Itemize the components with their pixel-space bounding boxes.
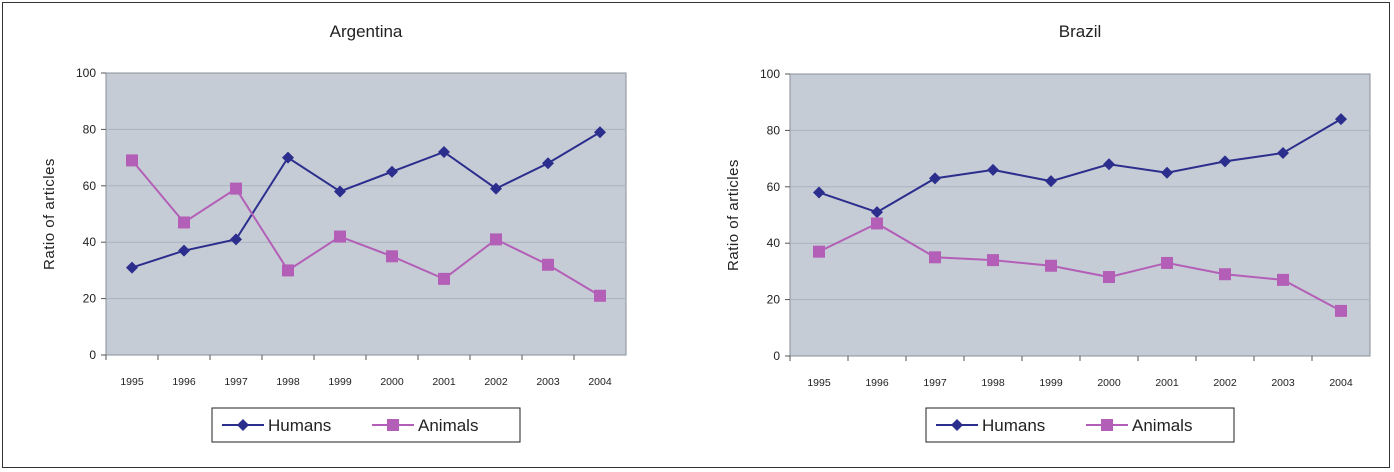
x-tick-label: 1998 (276, 376, 300, 388)
data-point-animals (871, 217, 883, 230)
x-tick-label: 2000 (380, 376, 404, 388)
data-point-animals (334, 230, 346, 243)
chart-brazil: Brazil 0 20 40 60 80 100 Ratio of articles 1995 1… (725, 22, 1371, 443)
data-point-humans (386, 165, 398, 178)
data-point-animals (813, 245, 825, 258)
y-tick-label: 0 (773, 349, 780, 363)
data-point-animals (594, 289, 606, 302)
data-point-animals (490, 233, 502, 246)
x-tick-label: 1998 (981, 377, 1005, 389)
legend-marker-humans (237, 419, 249, 431)
data-point-humans (438, 145, 450, 158)
data-point-humans (1335, 113, 1347, 126)
legend-label-animals: Animals (1132, 416, 1192, 435)
data-point-animals (126, 154, 138, 167)
data-point-humans (813, 186, 825, 199)
x-tick-label: 2003 (536, 376, 560, 388)
data-point-animals (438, 272, 450, 285)
chart-title: Argentina (330, 22, 403, 41)
x-tick-label: 1996 (865, 377, 889, 389)
y-tick-label: 20 (83, 292, 97, 306)
y-tick-label: 40 (767, 236, 781, 250)
data-point-humans (594, 126, 606, 139)
data-point-animals (1045, 259, 1057, 272)
data-point-animals (1103, 271, 1115, 284)
data-point-animals (386, 250, 398, 263)
data-point-animals (987, 254, 999, 267)
data-point-humans (1161, 166, 1173, 179)
data-point-animals (929, 251, 941, 264)
x-tick-label: 1997 (923, 377, 947, 389)
x-tick-label: 2002 (484, 376, 508, 388)
data-point-humans (282, 151, 294, 164)
y-tick-label: 100 (76, 66, 96, 80)
x-tick-label: 1995 (807, 377, 831, 389)
data-point-humans (987, 163, 999, 176)
y-tick-label: 20 (767, 293, 781, 307)
legend-label-humans: Humans (982, 416, 1045, 435)
data-point-animals (1277, 273, 1289, 286)
data-point-humans (178, 244, 190, 257)
data-point-humans (490, 182, 502, 195)
data-point-animals (282, 264, 294, 277)
legend-marker-humans (951, 419, 963, 431)
y-tick-label: 40 (83, 235, 97, 249)
x-tick-label: 2003 (1271, 377, 1295, 389)
x-tick-label: 1995 (120, 376, 144, 388)
series-line-animals (131, 159, 601, 297)
data-point-animals (1219, 268, 1231, 281)
x-tick-label: 2002 (1213, 377, 1237, 389)
legend-marker-animals (1101, 419, 1113, 431)
legend-marker-animals (387, 419, 399, 431)
y-tick-label: 60 (83, 179, 97, 193)
series-line-humans (131, 131, 601, 269)
plot-area (789, 73, 1371, 357)
data-point-animals (230, 182, 242, 195)
x-tick-label: 1997 (224, 376, 248, 388)
x-tick-label: 2001 (432, 376, 456, 388)
x-tick-label: 1996 (172, 376, 196, 388)
y-tick-label: 0 (89, 348, 96, 362)
series-line-animals (818, 222, 1342, 312)
data-point-animals (178, 216, 190, 229)
y-axis-label: Ratio of articles (41, 158, 58, 270)
series-line-humans (818, 118, 1342, 214)
x-tick-label: 2004 (1329, 377, 1353, 389)
x-tick-label: 2001 (1155, 377, 1179, 389)
data-point-humans (1219, 155, 1231, 168)
data-point-humans (1103, 158, 1115, 171)
data-point-humans (1277, 146, 1289, 159)
y-tick-label: 80 (767, 123, 781, 137)
data-point-animals (542, 258, 554, 271)
data-point-humans (929, 172, 941, 185)
data-point-humans (871, 206, 883, 219)
chart-title: Brazil (1059, 22, 1102, 41)
y-tick-label: 100 (760, 67, 780, 81)
data-point-humans (230, 233, 242, 246)
x-tick-label: 2004 (588, 376, 612, 388)
legend-label-humans: Humans (268, 416, 331, 435)
chart-argentina: Argentina 0 20 40 60 80 100 Ratio of articles 19… (41, 22, 627, 443)
y-axis-label: Ratio of articles (725, 159, 742, 271)
data-point-humans (542, 157, 554, 170)
y-tick-label: 80 (83, 122, 97, 136)
data-point-animals (1335, 304, 1347, 317)
data-point-animals (1161, 256, 1173, 269)
data-point-humans (126, 261, 138, 274)
plot-area (105, 72, 627, 356)
y-tick-label: 60 (767, 180, 781, 194)
x-tick-label: 1999 (328, 376, 352, 388)
x-tick-label: 2000 (1097, 377, 1121, 389)
legend-label-animals: Animals (418, 416, 478, 435)
data-point-humans (1045, 175, 1057, 188)
data-point-humans (334, 185, 346, 198)
x-tick-label: 1999 (1039, 377, 1063, 389)
